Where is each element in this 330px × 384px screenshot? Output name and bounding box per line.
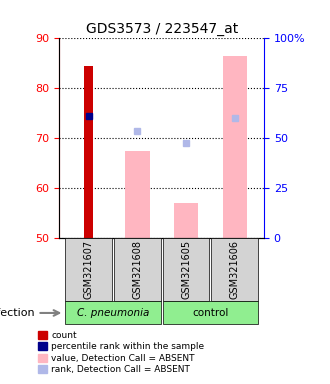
Bar	[163, 238, 210, 301]
Bar	[223, 56, 247, 238]
Text: C. pneumonia: C. pneumonia	[77, 308, 149, 318]
Bar	[84, 66, 93, 238]
Bar	[65, 301, 161, 324]
Bar	[212, 238, 258, 301]
Text: infection: infection	[0, 308, 35, 318]
Text: control: control	[192, 308, 229, 318]
Legend: count, percentile rank within the sample, value, Detection Call = ABSENT, rank, : count, percentile rank within the sample…	[38, 331, 204, 374]
Bar	[163, 301, 258, 324]
Title: GDS3573 / 223547_at: GDS3573 / 223547_at	[85, 22, 238, 36]
Bar	[125, 151, 149, 238]
Bar	[174, 203, 198, 238]
Bar	[114, 238, 161, 301]
Text: GSM321605: GSM321605	[181, 240, 191, 299]
Text: GSM321608: GSM321608	[132, 240, 142, 299]
Text: GSM321607: GSM321607	[83, 240, 94, 299]
Bar	[65, 238, 112, 301]
Text: GSM321606: GSM321606	[230, 240, 240, 299]
